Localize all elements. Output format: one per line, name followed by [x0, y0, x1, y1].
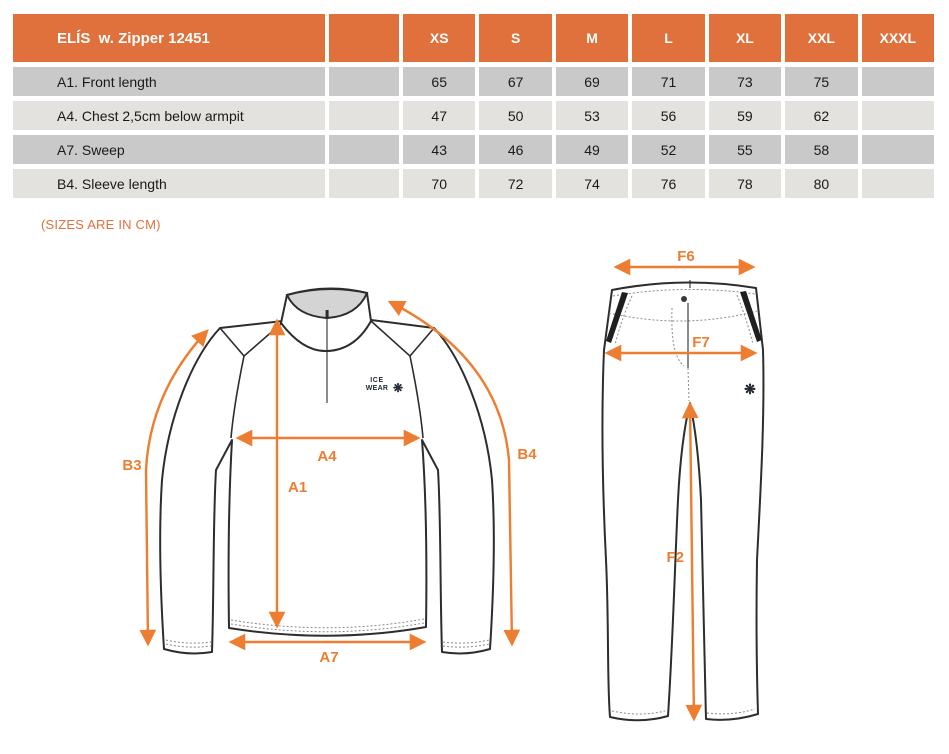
sweater-raglan-seam-left: [230, 321, 284, 439]
blank-cell: [329, 101, 399, 130]
value-cell: [861, 169, 934, 198]
value-cell: 76: [632, 169, 705, 198]
value-cell: 47: [403, 101, 476, 130]
value-cell: 72: [479, 169, 552, 198]
pants-outline: [601, 281, 765, 722]
value-cell: 73: [708, 67, 782, 96]
size-table: ELÍS w. Zipper 12451 XS S M L XL XXL XXX…: [13, 14, 934, 198]
value-cell: 80: [785, 169, 858, 198]
value-cell: 67: [479, 67, 552, 96]
value-cell: 71: [632, 67, 705, 96]
pocket-stitch-left: [614, 295, 633, 346]
value-cell: 43: [403, 135, 476, 164]
size-header-s: S: [479, 14, 552, 62]
value-cell: 75: [785, 67, 858, 96]
logo-text-ice: ICE: [370, 377, 383, 384]
size-header-xs: XS: [403, 14, 476, 62]
snowflake-icon: ❋: [744, 381, 756, 397]
size-header-m: M: [555, 14, 629, 62]
row-label-sweep: A7. Sweep: [13, 135, 325, 164]
label-f2: F2: [666, 549, 684, 566]
value-cell: 49: [555, 135, 629, 164]
sweater-shoulder-dart-left: [219, 327, 245, 357]
size-header-l: L: [632, 14, 705, 62]
waistband-stitch-bottom: [608, 310, 758, 322]
pocket-stitch-right: [736, 294, 754, 345]
row-label-sleeve-length: B4. Sleeve length: [13, 169, 325, 198]
snowflake-icon: ❋: [393, 381, 403, 395]
value-cell: [861, 67, 934, 96]
label-f6: F6: [677, 248, 695, 265]
label-a1: A1: [288, 479, 307, 496]
label-a4: A4: [317, 448, 337, 465]
value-cell: 65: [403, 67, 476, 96]
blank-cell: [329, 135, 399, 164]
zipper-pull: [325, 310, 329, 319]
value-cell: 70: [403, 169, 476, 198]
row-label-front-length: A1. Front length: [13, 67, 325, 96]
arrow-f2: [681, 401, 703, 722]
value-cell: 46: [479, 135, 552, 164]
sweater-collar-inner: [285, 288, 369, 320]
value-cell: 58: [785, 135, 858, 164]
value-cell: 59: [708, 101, 782, 130]
pocket-trim-right: [740, 291, 762, 342]
product-title: ELÍS w. Zipper 12451: [13, 14, 325, 62]
label-b4: B4: [517, 446, 537, 463]
fly-stitch-lower: [687, 367, 690, 402]
value-cell: [861, 135, 934, 164]
value-cell: 56: [632, 101, 705, 130]
pants-diagram: ❋ F6 F7 F2: [601, 248, 765, 722]
hem-stitch-left-leg: [611, 710, 666, 715]
value-cell: 74: [555, 169, 629, 198]
arrow-b4: [387, 300, 521, 647]
sizes-in-cm-note: (SIZES ARE IN CM): [41, 217, 161, 232]
hem-stitch-right-leg: [706, 708, 756, 715]
value-cell: 50: [479, 101, 552, 130]
label-a7: A7: [319, 649, 338, 666]
row-label-chest: A4. Chest 2,5cm below armpit: [13, 101, 325, 130]
logo-text-wear: WEAR: [366, 385, 389, 392]
blank-header-cell: [329, 14, 399, 62]
value-cell: 55: [708, 135, 782, 164]
value-cell: 52: [632, 135, 705, 164]
value-cell: 62: [785, 101, 858, 130]
value-cell: 69: [555, 67, 629, 96]
size-header-xl: XL: [708, 14, 782, 62]
size-header-xxl: XXL: [785, 14, 858, 62]
arrow-b3: [139, 329, 209, 647]
label-b3: B3: [122, 457, 141, 474]
value-cell: 78: [708, 169, 782, 198]
blank-cell: [329, 67, 399, 96]
size-header-xxxl: XXXL: [861, 14, 934, 62]
label-f7: F7: [692, 334, 710, 351]
value-cell: 53: [555, 101, 629, 130]
pocket-trim-left: [606, 292, 628, 343]
waist-button: [681, 296, 687, 302]
value-cell: [861, 101, 934, 130]
sweater-diagram: ICE WEAR ❋ A4 A1 A7 B3 B4: [122, 287, 537, 666]
blank-cell: [329, 169, 399, 198]
